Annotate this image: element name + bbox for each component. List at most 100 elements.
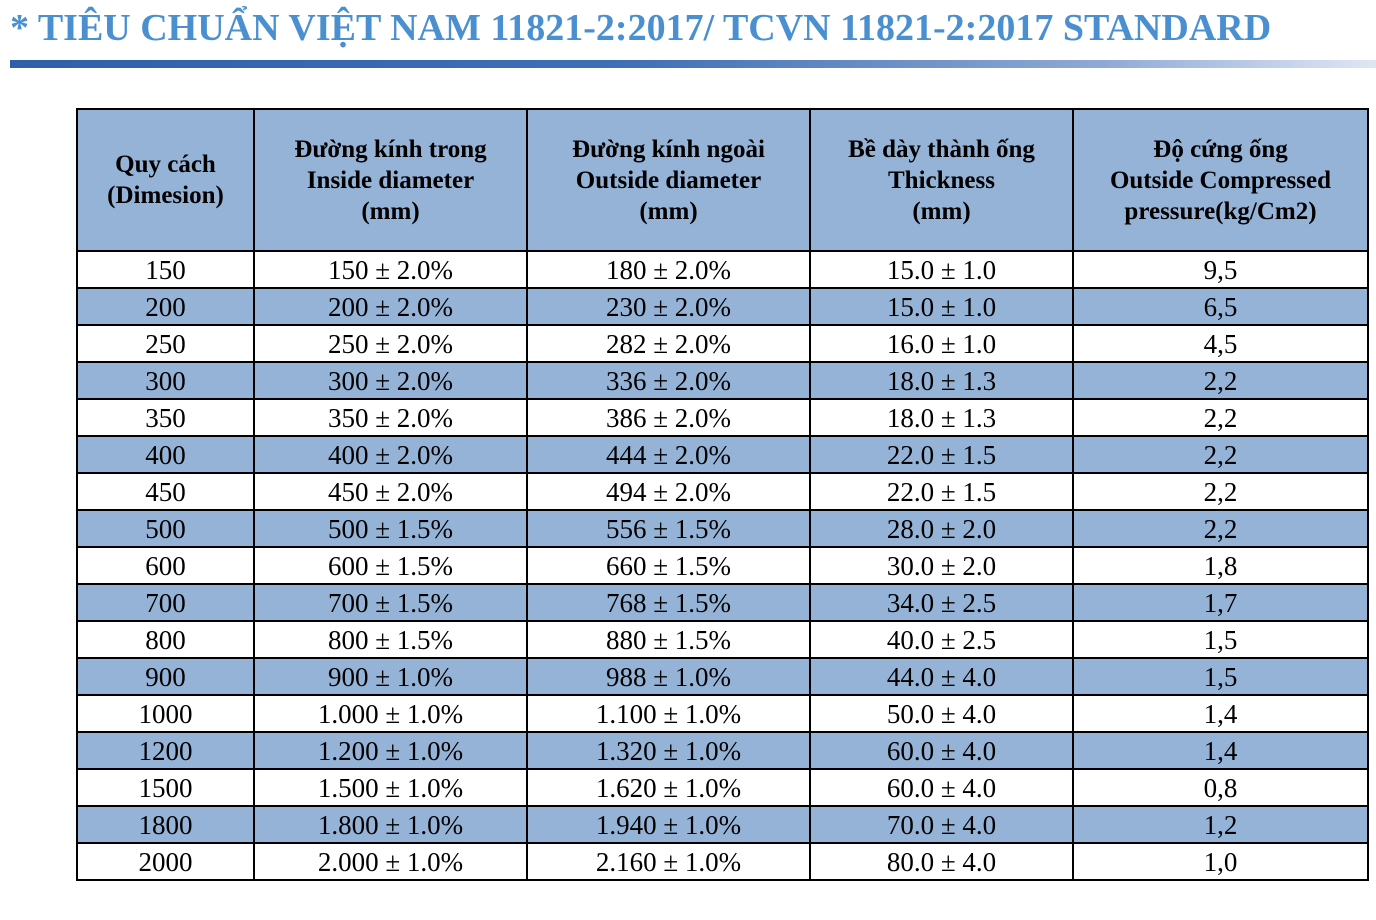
cell-inside-diameter: 500 ± 1.5% bbox=[253, 509, 528, 548]
cell-compressed-pressure: 1,7 bbox=[1072, 583, 1369, 622]
cell-compressed-pressure: 1,2 bbox=[1072, 805, 1369, 844]
cell-thickness: 80.0 ± 4.0 bbox=[809, 842, 1074, 881]
cell-thickness: 18.0 ± 1.3 bbox=[809, 398, 1074, 437]
header-thickness-line: (mm) bbox=[912, 197, 971, 225]
cell-outside-diameter: 1.100 ± 1.0% bbox=[526, 694, 811, 733]
header-outside-diameter-line: Đường kính ngoài bbox=[572, 135, 765, 163]
header-thickness-line: Bề dày thành ống bbox=[848, 135, 1035, 163]
table-row: 450 450 ± 2.0% 494 ± 2.0% 22.0 ± 1.5 2,2 bbox=[76, 472, 1369, 511]
cell-dimension: 1000 bbox=[76, 694, 255, 733]
cell-outside-diameter: 386 ± 2.0% bbox=[526, 398, 811, 437]
cell-thickness: 16.0 ± 1.0 bbox=[809, 324, 1074, 363]
cell-thickness: 15.0 ± 1.0 bbox=[809, 287, 1074, 326]
cell-dimension: 500 bbox=[76, 509, 255, 548]
header-outside-diameter-line: (mm) bbox=[639, 197, 698, 225]
cell-inside-diameter: 400 ± 2.0% bbox=[253, 435, 528, 474]
cell-compressed-pressure: 2,2 bbox=[1072, 398, 1369, 437]
cell-dimension: 450 bbox=[76, 472, 255, 511]
cell-compressed-pressure: 2,2 bbox=[1072, 509, 1369, 548]
cell-outside-diameter: 494 ± 2.0% bbox=[526, 472, 811, 511]
cell-compressed-pressure: 6,5 bbox=[1072, 287, 1369, 326]
table-row: 350 350 ± 2.0% 386 ± 2.0% 18.0 ± 1.3 2,2 bbox=[76, 398, 1369, 437]
cell-compressed-pressure: 1,4 bbox=[1072, 694, 1369, 733]
title-underline bbox=[10, 60, 1376, 68]
cell-thickness: 30.0 ± 2.0 bbox=[809, 546, 1074, 585]
header-dimension-line: Quy cách bbox=[115, 151, 216, 178]
table-row: 1500 1.500 ± 1.0% 1.620 ± 1.0% 60.0 ± 4.… bbox=[76, 768, 1369, 807]
cell-inside-diameter: 150 ± 2.0% bbox=[253, 250, 528, 289]
cell-compressed-pressure: 2,2 bbox=[1072, 361, 1369, 400]
cell-inside-diameter: 900 ± 1.0% bbox=[253, 657, 528, 696]
cell-dimension: 900 bbox=[76, 657, 255, 696]
cell-outside-diameter: 1.940 ± 1.0% bbox=[526, 805, 811, 844]
cell-outside-diameter: 2.160 ± 1.0% bbox=[526, 842, 811, 881]
cell-thickness: 28.0 ± 2.0 bbox=[809, 509, 1074, 548]
header-inside-diameter: Đường kính trong Inside diameter (mm) bbox=[253, 108, 528, 252]
cell-dimension: 400 bbox=[76, 435, 255, 474]
cell-inside-diameter: 600 ± 1.5% bbox=[253, 546, 528, 585]
cell-thickness: 22.0 ± 1.5 bbox=[809, 472, 1074, 511]
cell-compressed-pressure: 2,2 bbox=[1072, 435, 1369, 474]
cell-dimension: 250 bbox=[76, 324, 255, 363]
cell-inside-diameter: 800 ± 1.5% bbox=[253, 620, 528, 659]
cell-dimension: 200 bbox=[76, 287, 255, 326]
standard-spec-table: Quy cách (Dimesion) Đường kính trong Ins… bbox=[76, 108, 1369, 881]
header-inside-diameter-line: Inside diameter bbox=[306, 166, 475, 194]
table-row: 150 150 ± 2.0% 180 ± 2.0% 15.0 ± 1.0 9,5 bbox=[76, 250, 1369, 289]
cell-outside-diameter: 660 ± 1.5% bbox=[526, 546, 811, 585]
table-row: 200 200 ± 2.0% 230 ± 2.0% 15.0 ± 1.0 6,5 bbox=[76, 287, 1369, 326]
cell-dimension: 1500 bbox=[76, 768, 255, 807]
cell-outside-diameter: 988 ± 1.0% bbox=[526, 657, 811, 696]
cell-inside-diameter: 200 ± 2.0% bbox=[253, 287, 528, 326]
cell-thickness: 34.0 ± 2.5 bbox=[809, 583, 1074, 622]
cell-compressed-pressure: 4,5 bbox=[1072, 324, 1369, 363]
cell-outside-diameter: 880 ± 1.5% bbox=[526, 620, 811, 659]
cell-outside-diameter: 230 ± 2.0% bbox=[526, 287, 811, 326]
cell-inside-diameter: 300 ± 2.0% bbox=[253, 361, 528, 400]
cell-dimension: 1800 bbox=[76, 805, 255, 844]
cell-inside-diameter: 1.800 ± 1.0% bbox=[253, 805, 528, 844]
cell-inside-diameter: 1.000 ± 1.0% bbox=[253, 694, 528, 733]
cell-compressed-pressure: 1,8 bbox=[1072, 546, 1369, 585]
header-outside-diameter-line: Outside diameter bbox=[575, 166, 762, 194]
header-dimension: Quy cách (Dimesion) bbox=[76, 108, 255, 252]
cell-compressed-pressure: 1,0 bbox=[1072, 842, 1369, 881]
header-thickness: Bề dày thành ống Thickness (mm) bbox=[809, 108, 1074, 252]
table-row: 600 600 ± 1.5% 660 ± 1.5% 30.0 ± 2.0 1,8 bbox=[76, 546, 1369, 585]
cell-thickness: 18.0 ± 1.3 bbox=[809, 361, 1074, 400]
cell-thickness: 70.0 ± 4.0 bbox=[809, 805, 1074, 844]
cell-outside-diameter: 768 ± 1.5% bbox=[526, 583, 811, 622]
cell-dimension: 600 bbox=[76, 546, 255, 585]
table-row: 400 400 ± 2.0% 444 ± 2.0% 22.0 ± 1.5 2,2 bbox=[76, 435, 1369, 474]
table-row: 300 300 ± 2.0% 336 ± 2.0% 18.0 ± 1.3 2,2 bbox=[76, 361, 1369, 400]
page-title: * TIÊU CHUẨN VIỆT NAM 11821-2:2017/ TCVN… bbox=[10, 7, 1272, 49]
header-compressed-pressure-line: Outside Compressed bbox=[1109, 166, 1332, 194]
cell-dimension: 300 bbox=[76, 361, 255, 400]
header-compressed-pressure-line: pressure(kg/Cm2) bbox=[1124, 197, 1317, 225]
cell-outside-diameter: 1.320 ± 1.0% bbox=[526, 731, 811, 770]
table-row: 1200 1.200 ± 1.0% 1.320 ± 1.0% 60.0 ± 4.… bbox=[76, 731, 1369, 770]
cell-compressed-pressure: 9,5 bbox=[1072, 250, 1369, 289]
cell-inside-diameter: 450 ± 2.0% bbox=[253, 472, 528, 511]
cell-inside-diameter: 250 ± 2.0% bbox=[253, 324, 528, 363]
cell-thickness: 60.0 ± 4.0 bbox=[809, 731, 1074, 770]
header-thickness-line: Thickness bbox=[888, 166, 995, 194]
cell-inside-diameter: 350 ± 2.0% bbox=[253, 398, 528, 437]
cell-dimension: 2000 bbox=[76, 842, 255, 881]
cell-outside-diameter: 556 ± 1.5% bbox=[526, 509, 811, 548]
cell-thickness: 15.0 ± 1.0 bbox=[809, 250, 1074, 289]
cell-inside-diameter: 1.500 ± 1.0% bbox=[253, 768, 528, 807]
cell-dimension: 150 bbox=[76, 250, 255, 289]
header-dimension-line: (Dimesion) bbox=[107, 182, 224, 209]
header-compressed-pressure-line: Độ cứng ống bbox=[1153, 135, 1288, 163]
cell-compressed-pressure: 1,5 bbox=[1072, 657, 1369, 696]
cell-dimension: 350 bbox=[76, 398, 255, 437]
cell-thickness: 50.0 ± 4.0 bbox=[809, 694, 1074, 733]
header-inside-diameter-line: Đường kính trong bbox=[294, 135, 487, 163]
table-row: 250 250 ± 2.0% 282 ± 2.0% 16.0 ± 1.0 4,5 bbox=[76, 324, 1369, 363]
table-row: 500 500 ± 1.5% 556 ± 1.5% 28.0 ± 2.0 2,2 bbox=[76, 509, 1369, 548]
table-row: 800 800 ± 1.5% 880 ± 1.5% 40.0 ± 2.5 1,5 bbox=[76, 620, 1369, 659]
cell-compressed-pressure: 1,5 bbox=[1072, 620, 1369, 659]
cell-outside-diameter: 1.620 ± 1.0% bbox=[526, 768, 811, 807]
cell-outside-diameter: 282 ± 2.0% bbox=[526, 324, 811, 363]
